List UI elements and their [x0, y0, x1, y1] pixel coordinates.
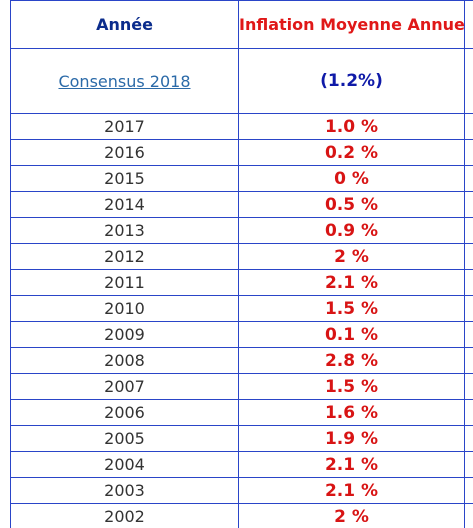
year-cell: 2011	[10, 269, 239, 296]
year-cell: 2008	[10, 347, 239, 374]
extra-cell	[464, 399, 473, 426]
inflation-rate-cell: 2.1 %	[238, 451, 465, 478]
table-row: 2007 1.5 %	[10, 373, 473, 400]
inflation-rate-cell: 1.9 %	[238, 425, 465, 452]
extra-column-header	[464, 0, 473, 49]
table-body: Consensus 2018 (1.2%) 2017 1.0 % 2016 0.2 %…	[10, 48, 473, 528]
table-row: 2015 0 %	[10, 165, 473, 192]
year-column-header: Année	[10, 0, 239, 49]
inflation-table: Année Inflation Moyenne Annuelle Consens…	[10, 0, 473, 528]
inflation-rate-cell: 1.5 %	[238, 295, 465, 322]
extra-cell	[464, 113, 473, 140]
consensus-row: Consensus 2018 (1.2%)	[10, 48, 473, 114]
year-cell: 2002	[10, 503, 239, 528]
year-cell: 2009	[10, 321, 239, 348]
inflation-rate-cell: 2 %	[238, 243, 465, 270]
year-cell: 2010	[10, 295, 239, 322]
inflation-rate-cell: 0.1 %	[238, 321, 465, 348]
extra-cell	[464, 139, 473, 166]
extra-cell	[464, 48, 473, 114]
inflation-rate-cell: 0 %	[238, 165, 465, 192]
inflation-rate-cell: 0.2 %	[238, 139, 465, 166]
extra-cell	[464, 243, 473, 270]
extra-cell	[464, 503, 473, 528]
year-cell: 2012	[10, 243, 239, 270]
year-cell: 2004	[10, 451, 239, 478]
extra-cell	[464, 217, 473, 244]
year-cell: 2005	[10, 425, 239, 452]
inflation-rate-cell: 2.8 %	[238, 347, 465, 374]
year-cell: 2016	[10, 139, 239, 166]
extra-cell	[464, 321, 473, 348]
consensus-label-cell: Consensus 2018	[10, 48, 239, 114]
table-row: 2010 1.5 %	[10, 295, 473, 322]
table-row: 2002 2 %	[10, 503, 473, 528]
consensus-value: (1.2%)	[238, 48, 465, 114]
table-row: 2011 2.1 %	[10, 269, 473, 296]
year-cell: 2006	[10, 399, 239, 426]
extra-cell	[464, 191, 473, 218]
inflation-rate-cell: 2.1 %	[238, 269, 465, 296]
inflation-rate-cell: 0.9 %	[238, 217, 465, 244]
extra-cell	[464, 165, 473, 192]
inflation-rate-cell: 1.6 %	[238, 399, 465, 426]
inflation-rate-cell: 1.5 %	[238, 373, 465, 400]
year-cell: 2003	[10, 477, 239, 504]
table-row: 2008 2.8 %	[10, 347, 473, 374]
extra-cell	[464, 477, 473, 504]
table-row: 2004 2.1 %	[10, 451, 473, 478]
table-row: 2006 1.6 %	[10, 399, 473, 426]
table-row: 2016 0.2 %	[10, 139, 473, 166]
inflation-rate-cell: 0.5 %	[238, 191, 465, 218]
table-row: 2005 1.9 %	[10, 425, 473, 452]
extra-cell	[464, 373, 473, 400]
year-cell: 2017	[10, 113, 239, 140]
year-cell: 2013	[10, 217, 239, 244]
year-cell: 2014	[10, 191, 239, 218]
inflation-column-header: Inflation Moyenne Annuelle	[238, 0, 465, 49]
extra-cell	[464, 425, 473, 452]
inflation-rate-cell: 2.1 %	[238, 477, 465, 504]
table-header-row: Année Inflation Moyenne Annuelle	[10, 0, 473, 49]
table-row: 2014 0.5 %	[10, 191, 473, 218]
extra-cell	[464, 295, 473, 322]
extra-cell	[464, 347, 473, 374]
table-row: 2017 1.0 %	[10, 113, 473, 140]
table-row: 2009 0.1 %	[10, 321, 473, 348]
table-row: 2003 2.1 %	[10, 477, 473, 504]
year-cell: 2007	[10, 373, 239, 400]
year-cell: 2015	[10, 165, 239, 192]
inflation-rate-cell: 1.0 %	[238, 113, 465, 140]
inflation-rate-cell: 2 %	[238, 503, 465, 528]
extra-cell	[464, 269, 473, 296]
table-row: 2013 0.9 %	[10, 217, 473, 244]
extra-cell	[464, 451, 473, 478]
consensus-link[interactable]: Consensus 2018	[58, 71, 191, 91]
table-row: 2012 2 %	[10, 243, 473, 270]
